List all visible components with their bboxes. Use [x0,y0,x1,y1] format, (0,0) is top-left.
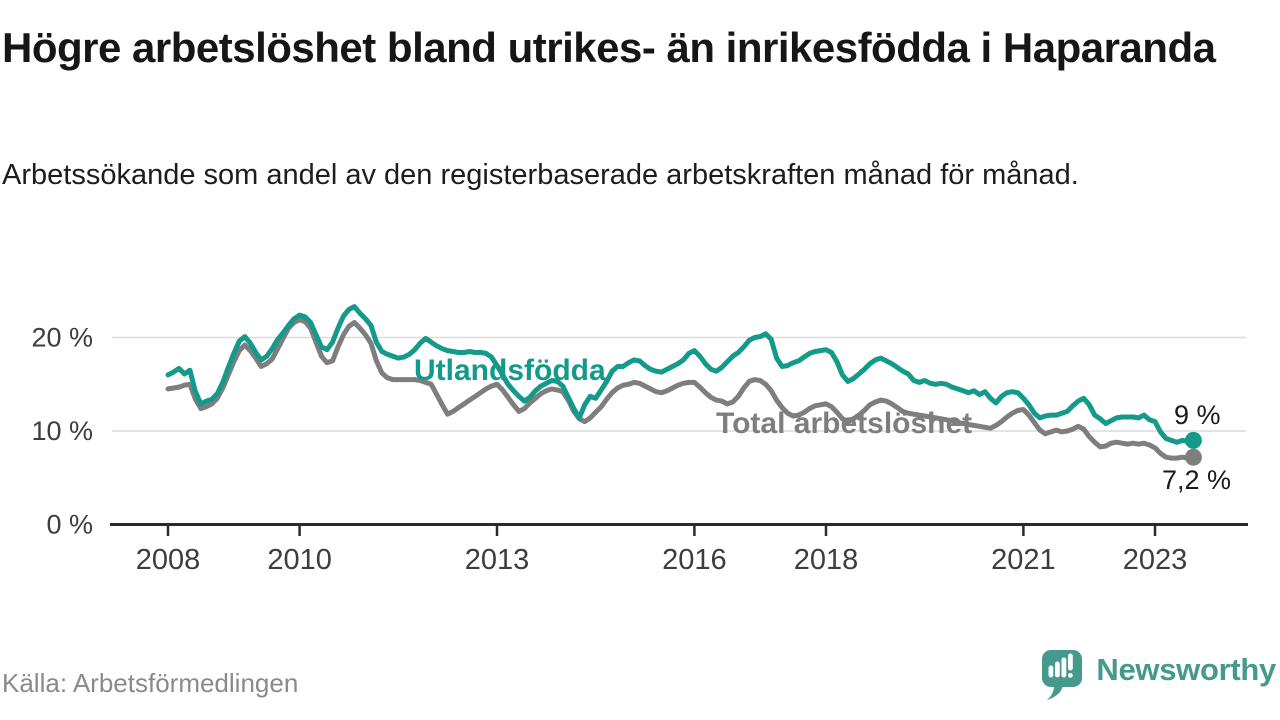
page-title: Högre arbetslöshet bland utrikes- än inr… [2,24,1216,71]
x-tick-label: 2021 [991,544,1056,576]
end-dot-utlandsfodda [1184,431,1202,449]
end-value-label-utlandsfodda: 9 % [1174,400,1221,430]
x-tick-label: 2013 [465,544,530,576]
y-axis-labels: 0 % 10 % 20 % [31,323,93,540]
y-tick-label: 0 % [46,510,93,540]
series-end-dots [1184,431,1202,466]
series-line-utlandsfodda [165,304,1196,445]
series-lines [165,304,1196,461]
brand-name: Newsworthy [1096,652,1276,687]
end-dot-total-arbetsloshet [1184,448,1202,466]
y-tick-label: 20 % [31,323,93,353]
brand-logo: Newsworthy [1040,648,1276,702]
x-axis-labels: 2008 2010 2013 2016 2018 2021 2023 [136,544,1188,576]
series-label-utlandsfodda: Utlandsfödda [414,354,606,387]
source-note: Källa: Arbetsförmedlingen [2,668,299,698]
x-axis-ticks [166,526,1157,536]
series-line-total-arbetsloshet [165,317,1196,461]
x-tick-label: 2018 [794,544,859,576]
end-value-label-total-arbetsloshet: 7,2 % [1162,465,1231,495]
x-tick-label: 2010 [267,544,332,576]
x-tick-label: 2023 [1123,544,1188,576]
x-tick-label: 2016 [662,544,727,576]
x-tick-label: 2008 [136,544,201,576]
series-label-total-arbetsloshet: Total arbetslöshet [716,407,972,440]
y-tick-label: 10 % [31,416,93,446]
page-subtitle: Arbetssökande som andel av den registerb… [2,159,1079,191]
newsworthy-icon [1042,650,1083,700]
